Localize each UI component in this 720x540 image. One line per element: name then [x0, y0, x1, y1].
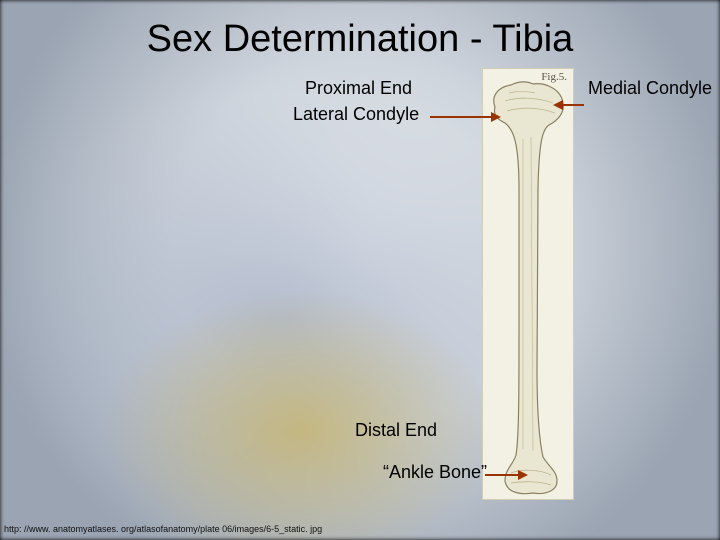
label-distal-end: Distal End [355, 420, 437, 441]
arrow-medial-condyle [562, 104, 584, 106]
tibia-bone-svg [483, 69, 575, 501]
label-ankle-bone: “Ankle Bone” [383, 462, 487, 483]
source-citation: http: //www. anatomyatlases. org/atlasof… [4, 524, 322, 534]
arrow-ankle-bone [485, 474, 519, 476]
arrow-lateral-condyle [430, 116, 492, 118]
label-lateral-condyle: Lateral Condyle [293, 104, 419, 125]
tibia-illustration-panel: Fig.5. [482, 68, 574, 500]
label-medial-condyle: Medial Condyle [588, 78, 712, 99]
figure-caption: Fig.5. [541, 71, 567, 83]
label-proximal-end: Proximal End [305, 78, 412, 99]
page-title: Sex Determination - Tibia [0, 18, 720, 61]
